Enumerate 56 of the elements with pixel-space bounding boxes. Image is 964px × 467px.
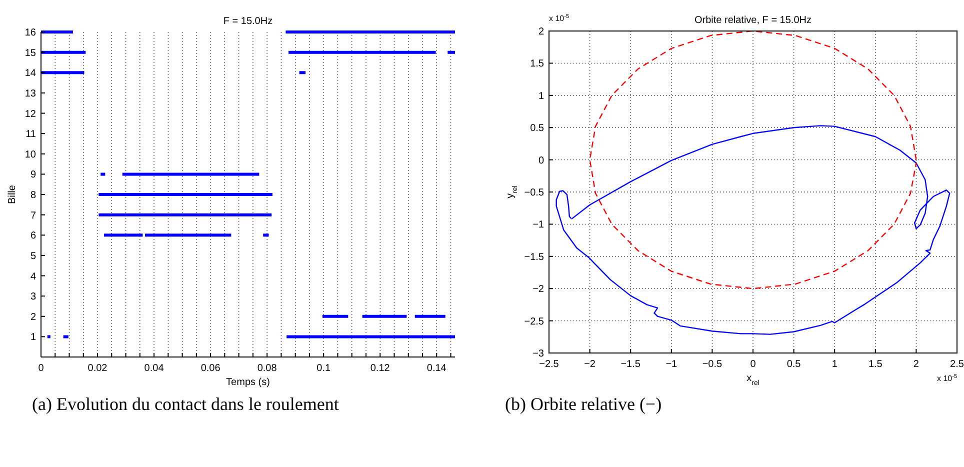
x-tick-label: 0.08 bbox=[257, 363, 278, 374]
y-tick-label: 7 bbox=[30, 210, 36, 222]
text: (a) Evolution du contact dans le roulement bbox=[32, 394, 339, 414]
y-tick-label: 8 bbox=[30, 190, 36, 201]
y-tick-label: 13 bbox=[24, 88, 36, 100]
x-tick-label: 1 bbox=[832, 359, 838, 370]
x-axis-title: Temps (s) bbox=[226, 377, 270, 388]
x-tick-label: 0.02 bbox=[88, 363, 108, 374]
y-tick-label: −1 bbox=[532, 220, 544, 231]
line-series bbox=[589, 30, 917, 290]
y-tick-label: −3 bbox=[532, 348, 544, 360]
y-tick-label: −1.5 bbox=[524, 252, 544, 263]
y-tick-label: 11 bbox=[26, 129, 36, 140]
y-tick-label: 14 bbox=[24, 68, 36, 80]
chart-title: F = 15.0Hz bbox=[223, 16, 273, 27]
x-tick-label: 0.12 bbox=[370, 363, 390, 374]
x-tick-label: 0.04 bbox=[144, 363, 164, 374]
x-tick-label: −0.5 bbox=[702, 359, 723, 370]
x-tick-label: 0.1 bbox=[316, 363, 331, 374]
x-tick-label: 0 bbox=[38, 363, 44, 374]
x-tick-label: 2.5 bbox=[950, 359, 964, 370]
chart-title: Orbite relative, F = 15.0Hz bbox=[694, 15, 812, 26]
y-tick-label: 2 bbox=[538, 26, 544, 38]
y-tick-label: −0.5 bbox=[524, 188, 544, 198]
x-tick-label: 0.14 bbox=[426, 363, 447, 374]
y-tick-label: −2.5 bbox=[524, 316, 544, 328]
y-tick-label: 3 bbox=[30, 292, 36, 303]
text: x 10$^{-5}$ bbox=[549, 14, 570, 23]
x-tick-label: 0.5 bbox=[786, 359, 802, 370]
line-series bbox=[556, 125, 950, 335]
y-tick-label: 9 bbox=[30, 170, 36, 181]
y-tick-label: 6 bbox=[30, 230, 36, 242]
y-tick-label: 1.5 bbox=[530, 58, 544, 70]
y-tick-label: 4 bbox=[30, 271, 36, 282]
x-tick-label: −1.5 bbox=[620, 359, 641, 370]
x-tick-label: −2 bbox=[584, 359, 596, 370]
x-tick-label: 0.06 bbox=[200, 363, 221, 374]
x-tick-label: 1.5 bbox=[868, 359, 883, 370]
x-tick-label: 2 bbox=[913, 359, 920, 370]
x-tick-label: 0 bbox=[750, 359, 756, 370]
y-tick-label: 15 bbox=[24, 48, 36, 59]
y-tick-label: 2 bbox=[30, 312, 36, 323]
y-tick-label: 0 bbox=[538, 155, 544, 166]
x-tick-label: −1 bbox=[666, 359, 678, 370]
y-tick-label: 1 bbox=[30, 332, 36, 344]
y-tick-label: 10 bbox=[24, 149, 36, 160]
y-tick-label: 1 bbox=[538, 90, 544, 102]
y-tick-label: 5 bbox=[30, 250, 36, 262]
y-axis-title: Bille bbox=[7, 184, 18, 204]
y-tick-label: −2 bbox=[532, 284, 544, 296]
text: (b) Orbite relative (−) bbox=[505, 394, 662, 414]
text: x 10$^{-5}$ bbox=[937, 374, 958, 383]
y-tick-label: 16 bbox=[24, 28, 36, 38]
y-tick-label: 0.5 bbox=[530, 123, 544, 134]
y-tick-label: 12 bbox=[24, 108, 36, 120]
x-axis-title: x$_{rel}$ bbox=[746, 373, 760, 386]
